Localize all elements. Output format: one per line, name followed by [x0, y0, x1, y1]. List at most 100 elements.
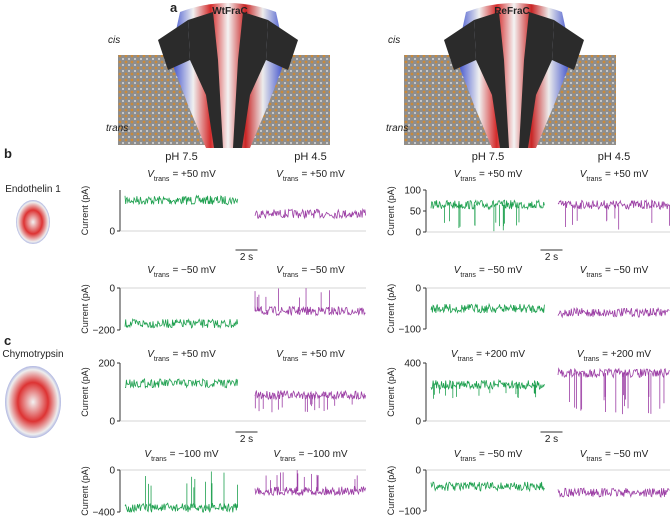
voltage-subscript: trans: [586, 272, 602, 279]
voltage-symbol: V: [454, 449, 462, 460]
voltage-value: = +50 mV: [301, 349, 345, 360]
side-label: trans: [106, 123, 128, 134]
voltage-subscript: trans: [154, 176, 170, 183]
voltage-label: Vtrans = −50 mV: [454, 449, 523, 463]
voltage-label: Vtrans = −100 mV: [273, 449, 347, 463]
voltage-symbol: V: [276, 265, 284, 276]
voltage-value: = −50 mV: [301, 265, 345, 276]
voltage-value: = −50 mV: [479, 449, 523, 460]
current-trace: [430, 378, 545, 391]
scale-bar-label: 2 s: [240, 434, 253, 445]
substrate-image: [16, 200, 50, 244]
voltage-symbol: V: [580, 449, 588, 460]
voltage-value: = −100 mV: [170, 449, 219, 460]
voltage-value: = −50 mV: [605, 265, 649, 276]
y-tick-label: 0: [415, 417, 421, 428]
current-trace: [557, 487, 670, 499]
current-trace: [430, 198, 545, 211]
scale-bar-label: 2 s: [545, 434, 558, 445]
voltage-label: Vtrans = −50 mV: [580, 449, 649, 463]
voltage-subscript: trans: [154, 356, 170, 363]
voltage-subscript: trans: [586, 176, 602, 183]
y-tick-label: 0: [109, 466, 115, 477]
side-label: trans: [386, 123, 408, 134]
y-tick-label: 0: [415, 228, 421, 239]
structure-title: ReFraC: [494, 6, 530, 17]
substrate-label: Endothelin 1: [5, 184, 61, 195]
voltage-subscript: trans: [283, 176, 299, 183]
voltage-label: Vtrans = −100 mV: [144, 449, 218, 463]
panel-label: a: [170, 0, 178, 15]
voltage-subscript: trans: [584, 356, 600, 363]
voltage-value: = −100 mV: [299, 449, 348, 460]
y-tick-label: −100: [398, 507, 421, 517]
y-tick-label: −100: [398, 325, 421, 336]
side-label: cis: [388, 35, 400, 46]
current-trace: [430, 302, 545, 314]
y-tick-label: 100: [404, 186, 421, 197]
y-tick-label: 0: [415, 284, 421, 295]
voltage-value: = +50 mV: [172, 349, 216, 360]
voltage-label: Vtrans = +50 mV: [580, 169, 649, 183]
y-tick-label: −200: [92, 326, 115, 337]
voltage-symbol: V: [577, 349, 585, 360]
y-axis-label: Current (pA): [386, 284, 396, 334]
voltage-label: Vtrans = +50 mV: [147, 169, 216, 183]
voltage-symbol: V: [147, 349, 155, 360]
voltage-subscript: trans: [458, 356, 474, 363]
substrate-label: Chymotrypsin: [2, 349, 63, 360]
condition-header: pH 7.5: [165, 151, 197, 163]
voltage-subscript: trans: [460, 272, 476, 279]
y-tick-label: 0: [109, 417, 115, 428]
current-trace: [254, 208, 366, 220]
current-trace: [124, 318, 239, 329]
voltage-label: Vtrans = −50 mV: [580, 265, 649, 279]
condition-header: pH 7.5: [472, 151, 504, 163]
voltage-value: = −50 mV: [479, 265, 523, 276]
current-trace: [254, 305, 366, 317]
voltage-symbol: V: [273, 449, 281, 460]
current-trace: [254, 389, 366, 401]
voltage-label: Vtrans = +50 mV: [276, 169, 345, 183]
structure-image: [118, 3, 330, 148]
current-trace: [557, 199, 670, 211]
current-trace: [124, 502, 239, 513]
scale-bar-label: 2 s: [545, 252, 558, 263]
voltage-symbol: V: [454, 265, 462, 276]
condition-header: pH 4.5: [598, 151, 630, 163]
voltage-subscript: trans: [460, 456, 476, 463]
voltage-subscript: trans: [283, 356, 299, 363]
side-label: cis: [108, 35, 120, 46]
y-axis-label: Current (pA): [80, 367, 90, 417]
voltage-label: Vtrans = +50 mV: [276, 349, 345, 363]
y-axis-label: Current (pA): [80, 466, 90, 516]
voltage-symbol: V: [276, 169, 284, 180]
voltage-value: = −50 mV: [605, 449, 649, 460]
voltage-subscript: trans: [151, 456, 167, 463]
current-trace: [254, 485, 366, 497]
voltage-label: Vtrans = +200 mV: [577, 349, 651, 363]
y-axis-label: Current (pA): [386, 186, 396, 236]
current-trace: [557, 307, 670, 319]
y-axis-label: Current (pA): [80, 284, 90, 334]
voltage-subscript: trans: [460, 176, 476, 183]
voltage-value: = +50 mV: [605, 169, 649, 180]
y-axis-label: Current (pA): [386, 466, 396, 516]
voltage-label: Vtrans = +50 mV: [147, 349, 216, 363]
panel-label: c: [4, 333, 11, 348]
voltage-subscript: trans: [154, 272, 170, 279]
voltage-value: = +50 mV: [172, 169, 216, 180]
voltage-symbol: V: [454, 169, 462, 180]
y-tick-label: 0: [109, 284, 115, 295]
voltage-label: Vtrans = −50 mV: [147, 265, 216, 279]
current-trace: [430, 481, 545, 493]
y-tick-label: 200: [98, 359, 115, 370]
voltage-subscript: trans: [283, 272, 299, 279]
voltage-label: Vtrans = −50 mV: [454, 265, 523, 279]
voltage-subscript: trans: [586, 456, 602, 463]
y-tick-label: 0: [109, 227, 115, 238]
y-axis-label: Current (pA): [386, 367, 396, 417]
voltage-value: = −50 mV: [172, 265, 216, 276]
voltage-symbol: V: [451, 349, 459, 360]
